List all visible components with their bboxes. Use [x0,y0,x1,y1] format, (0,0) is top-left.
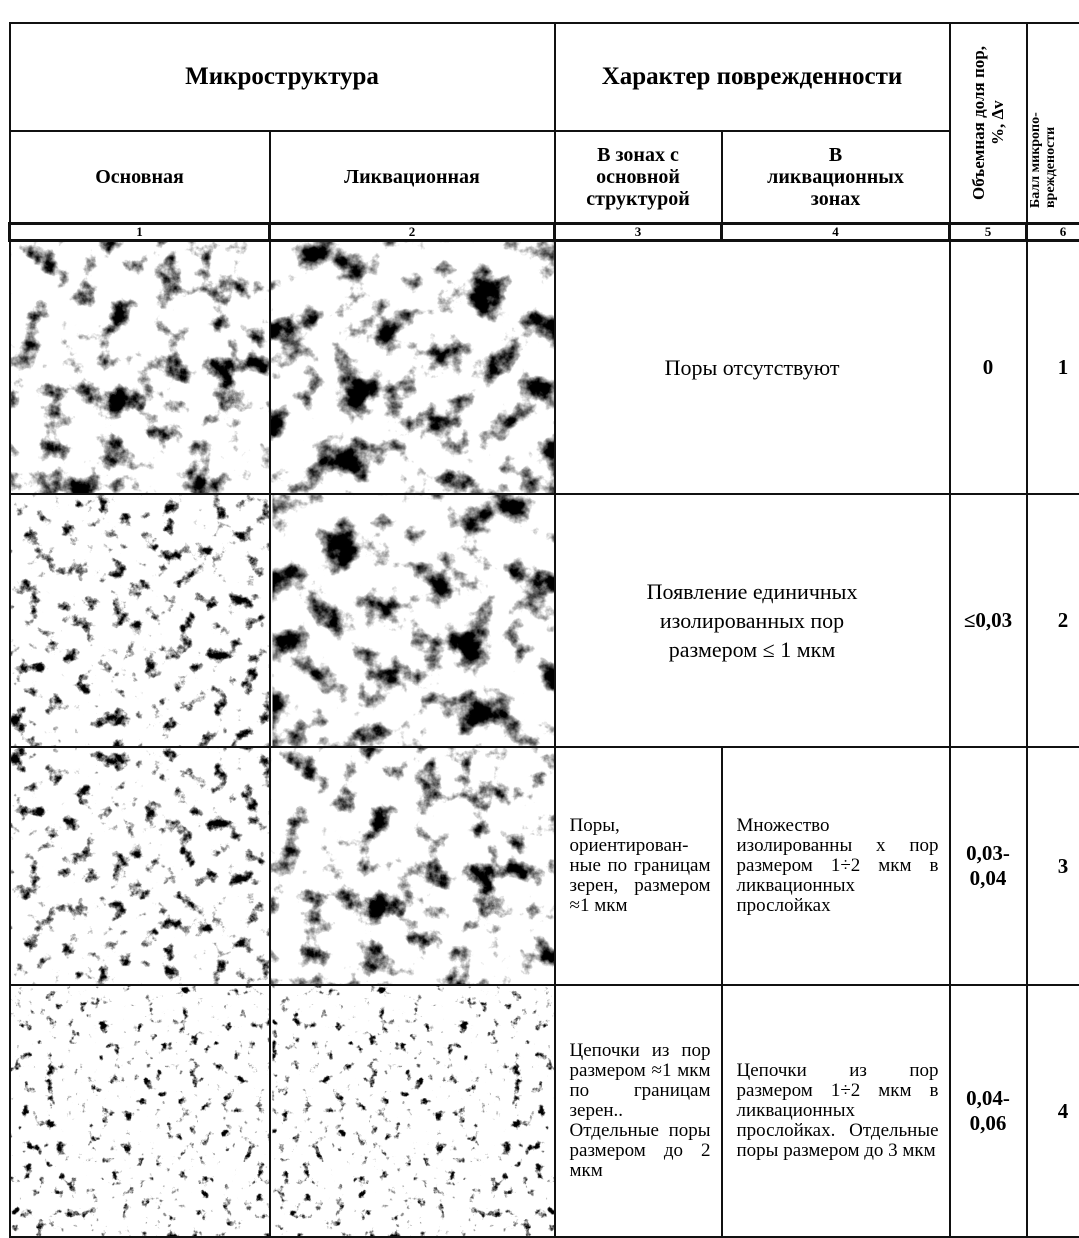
header-text: Балл микропо- вреждености [1028,38,1068,208]
score-value: 4 [1027,985,1079,1237]
micrograph-image [271,242,554,493]
micrograph-image [271,495,554,746]
micrograph [10,747,270,985]
volume-value: 0 [950,241,1027,495]
column-number: 6 [1027,224,1079,241]
subheader-cell: В зонах с основной структурой [555,131,722,224]
row: Цепочки из пор размером ≈1 мкм по границ… [10,985,1079,1237]
micrograph [270,985,555,1237]
score-value: 3 [1027,747,1079,985]
header-text: Объемная доля пор, %, Δv [969,38,1007,208]
damage-text: Появление единичных изолированных пор ра… [555,494,950,747]
row: Поры отсутствуют 0 1 [10,241,1079,495]
number-row: 1 2 3 4 5 6 [10,224,1079,241]
microstructure-table: Микроструктура Характер поврежденности О… [8,22,1079,1238]
damage-text: Цепочки из пор размером ≈1 мкм по границ… [555,985,722,1237]
header-cell: Объемная доля пор, %, Δv [950,23,1027,224]
micrograph-image [271,986,554,1236]
column-number: 5 [950,224,1027,241]
row: Поры, ориентирован-ные по границам зерен… [10,747,1079,985]
micrograph [10,494,270,747]
volume-value: 0,03-0,04 [950,747,1027,985]
volume-value: ≤0,03 [950,494,1027,747]
header-cell: Микроструктура [10,23,555,131]
micrograph-image [11,495,269,746]
subheader-cell: В ликвационных зонах [722,131,950,224]
micrograph-image [11,986,269,1236]
micrograph [270,241,555,495]
micrograph [270,494,555,747]
damage-text: Множество изолированны х пор размером 1÷… [722,747,950,985]
column-number: 3 [555,224,722,241]
header-cell: Характер поврежденности [555,23,950,131]
micrograph [270,747,555,985]
subheader-row: Основная Ликвационная В зонах с основной… [10,131,1079,224]
score-value: 2 [1027,494,1079,747]
header-cell: Балл микропо- вреждености [1027,23,1079,224]
micrograph-image [11,748,269,984]
damage-text: Поры, ориентирован-ные по границам зерен… [555,747,722,985]
column-number: 4 [722,224,950,241]
subheader-cell: Основная [10,131,270,224]
micrograph [10,985,270,1237]
micrograph [10,241,270,495]
column-number: 1 [10,224,270,241]
header-row: Микроструктура Характер поврежденности О… [10,23,1079,131]
row: Появление единичных изолированных пор ра… [10,494,1079,747]
micrograph-image [11,242,269,493]
subheader-cell: Ликвационная [270,131,555,224]
column-number: 2 [270,224,555,241]
volume-value: 0,04-0,06 [950,985,1027,1237]
score-value: 1 [1027,241,1079,495]
damage-text: Цепочки из пор размером 1÷2 мкм в ликвац… [722,985,950,1237]
micrograph-image [271,748,554,984]
damage-text: Поры отсутствуют [555,241,950,495]
